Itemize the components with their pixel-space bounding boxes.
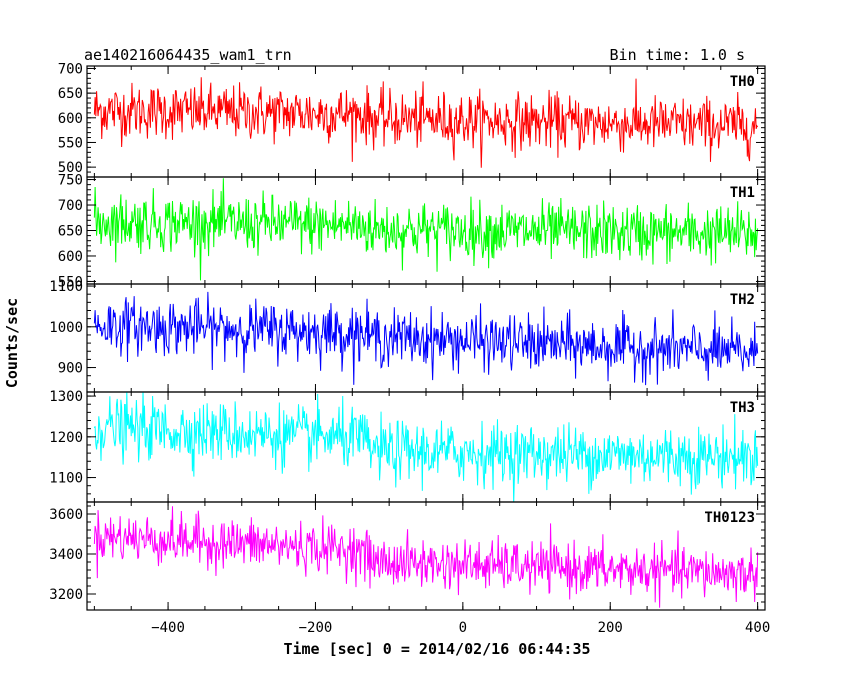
panel-label: TH0123 (704, 510, 755, 526)
series-line-th0 (93, 77, 759, 168)
x-axis-label: Time [sec] 0 = 2014/02/16 06:44:35 (283, 640, 590, 658)
panel-th3: 1100 1200 1300 TH3 (49, 389, 766, 503)
panel-th1: 550 600 650 700 750 TH1 (58, 173, 766, 290)
series-line-th0123 (93, 506, 759, 608)
y-tick-label: 700 (58, 61, 83, 77)
panel-th0: 500 550 600 650 700 TH0 (58, 61, 766, 178)
panels: 500 550 600 650 700 TH0 550 600 650 700 750 TH1 900 1… (49, 61, 766, 611)
series-line-th1 (93, 178, 759, 281)
y-tick-label: 900 (58, 361, 83, 377)
panel-th2: 900 1000 1100 TH2 (49, 279, 766, 393)
panel-th0123: 3200 3400 3600 TH0123 (49, 501, 766, 611)
y-tick-label: 1100 (49, 471, 83, 487)
y-tick-label: 650 (58, 86, 83, 102)
y-tick-label: 750 (58, 173, 83, 189)
y-tick-label: 600 (58, 111, 83, 127)
chart-title: ae140216064435_wam1_trn (84, 46, 292, 64)
x-tick-label: 200 (598, 620, 623, 636)
bin-time-label: Bin time: 1.0 s (610, 46, 745, 64)
x-tick-label: 400 (745, 620, 770, 636)
panel-label: TH2 (730, 292, 755, 308)
x-axis: −400 −200 0 200 400 (151, 620, 770, 636)
panel-label: TH3 (730, 400, 755, 416)
y-tick-label: 1000 (49, 320, 83, 336)
y-tick-label: 700 (58, 198, 83, 214)
y-tick-label: 500 (58, 160, 83, 176)
y-tick-label: 600 (58, 249, 83, 265)
y-tick-label: 1100 (49, 279, 83, 295)
series-line-th2 (93, 291, 759, 386)
panel-label: TH0 (730, 74, 755, 90)
x-tick-label: −400 (151, 620, 185, 636)
y-tick-label: 1200 (49, 430, 83, 446)
y-tick-label: 550 (58, 135, 83, 151)
y-axis-label: Counts/sec (3, 298, 21, 388)
panel-label: TH1 (730, 185, 755, 201)
x-tick-label: 0 (459, 620, 467, 636)
series-line-th3 (93, 392, 759, 502)
y-tick-label: 550 (58, 274, 83, 290)
y-tick-label: 3600 (49, 507, 83, 523)
y-tick-label: 3200 (49, 587, 83, 603)
y-tick-label: 3400 (49, 547, 83, 563)
y-tick-label: 1300 (49, 389, 83, 405)
panel-frame (86, 501, 766, 611)
x-tick-label: −200 (299, 620, 333, 636)
y-tick-label: 650 (58, 224, 83, 240)
